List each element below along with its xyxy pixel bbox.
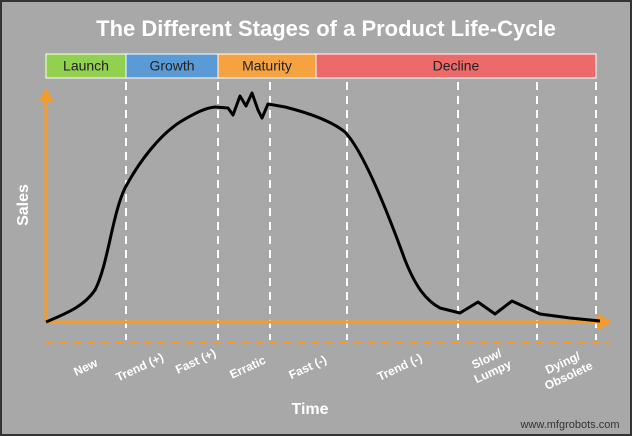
title: The Different Stages of a Product Life-C…	[96, 16, 556, 41]
stage-label: Launch	[63, 58, 109, 74]
y-arrow	[38, 88, 54, 102]
stage-box	[125, 53, 219, 79]
stage-label: Decline	[433, 58, 480, 74]
axes	[38, 88, 612, 330]
life-cycle-curve	[45, 91, 601, 324]
watermark: www.mfgrobots.com	[519, 419, 619, 431]
stage-box	[45, 53, 127, 79]
x-axis-label: Time	[291, 401, 328, 418]
stage-bar: Launch Growth Maturity Decline	[45, 53, 597, 79]
y-axis-label: Sales	[15, 184, 32, 226]
x-arrow	[598, 314, 612, 330]
stage-label: Growth	[149, 58, 194, 74]
stage-label: Maturity	[242, 58, 292, 74]
phase-dividers	[125, 82, 597, 340]
stage-box	[315, 53, 597, 79]
